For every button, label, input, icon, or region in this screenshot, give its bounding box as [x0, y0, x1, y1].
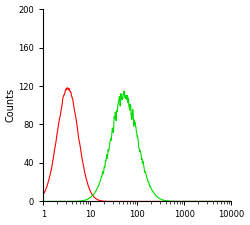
Y-axis label: Counts: Counts [6, 88, 16, 122]
